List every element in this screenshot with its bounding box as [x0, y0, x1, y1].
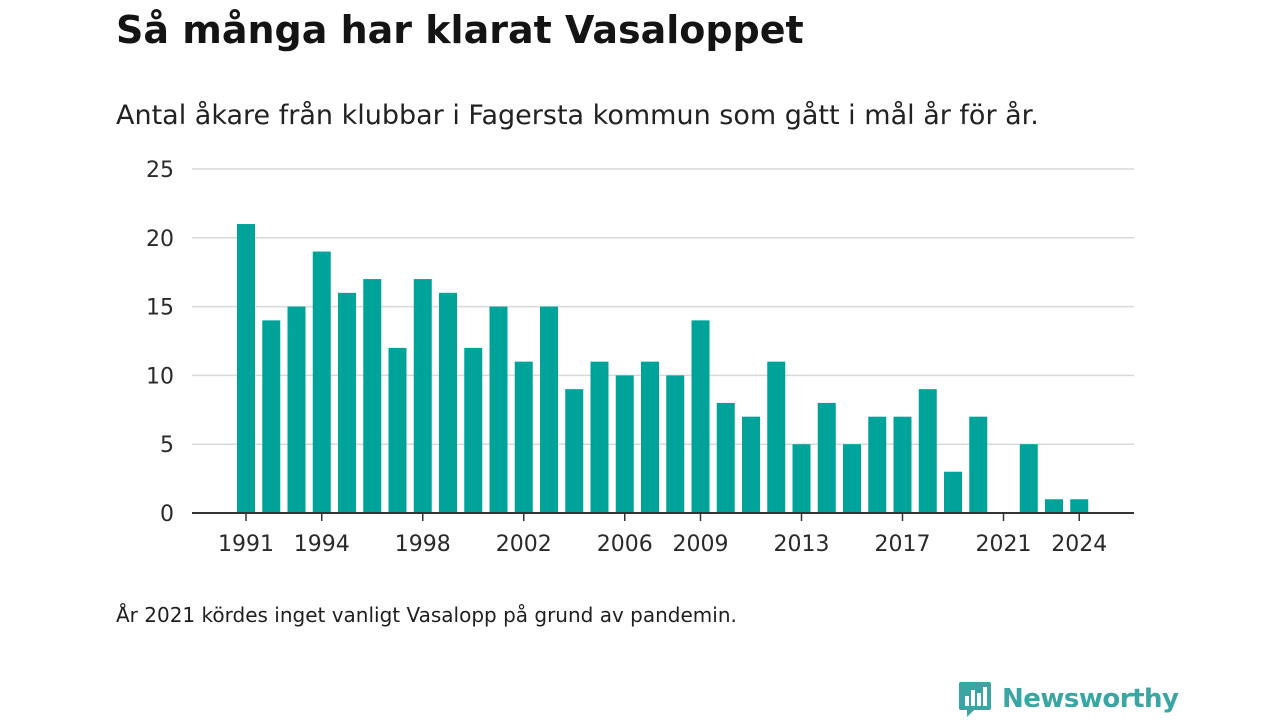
bar-1995: [338, 292, 356, 513]
bar-1992: [262, 320, 281, 513]
bar-2018: [918, 389, 937, 513]
bar-2003: [540, 306, 558, 513]
x-tick-label: 2021: [976, 532, 1032, 557]
bar-2008: [666, 375, 685, 513]
x-tick-label: 2013: [774, 532, 830, 557]
bar-2024: [1070, 499, 1089, 513]
bar-1996: [363, 279, 382, 513]
bar-1991: [237, 224, 255, 514]
bar-1997: [388, 347, 407, 513]
x-axis: 1991 1994 1998 2002 2006 2009 2013 2017 2021 2024: [192, 512, 1134, 557]
x-tick-label: 1998: [395, 532, 451, 557]
chart-subtitle: Antal åkare från klubbar i Fagersta komm…: [116, 100, 1039, 131]
bar-2017: [893, 416, 912, 513]
x-tick-label: 1994: [294, 532, 350, 557]
bar-2019: [944, 471, 962, 513]
bar-2022: [1019, 444, 1038, 513]
bar-2010: [716, 402, 735, 513]
y-tick-label: 10: [146, 364, 174, 389]
y-tick-label: 0: [160, 502, 174, 527]
bar-chart-speech-bubble-icon: [959, 682, 991, 717]
bar-2012: [767, 361, 786, 513]
bar-chart: 0 5 10 15 20 25 1991 1994 1998 2002 2006 2009 2013 2…: [146, 158, 1134, 557]
bar-2002: [514, 361, 533, 513]
y-tick-label: 5: [160, 433, 174, 458]
bar-2014: [817, 402, 836, 513]
bar-2000: [464, 347, 483, 513]
bar-2016: [868, 416, 887, 513]
bar-2020: [969, 416, 988, 513]
bar-2011: [742, 416, 760, 513]
gridlines: [192, 168, 1134, 445]
bar-1998: [413, 279, 432, 513]
brand-name: Newsworthy: [1002, 684, 1179, 714]
footnote: År 2021 kördes inget vanligt Vasalopp på…: [116, 603, 737, 627]
bar-2009: [691, 320, 710, 513]
bar-2001: [489, 306, 508, 513]
bar-2013: [792, 444, 811, 513]
bars: [237, 224, 1089, 514]
bar-1994: [312, 251, 331, 513]
x-tick-label: 2006: [597, 532, 653, 557]
bar-2007: [641, 361, 659, 513]
newsworthy-logo[interactable]: Newsworthy: [958, 680, 1179, 718]
y-tick-label: 15: [146, 296, 174, 321]
bar-2005: [590, 361, 609, 513]
bar-2023: [1045, 499, 1063, 513]
x-tick-label: 2017: [875, 532, 931, 557]
x-tick-label: 2002: [496, 532, 552, 557]
chart-title: Så många har klarat Vasaloppet: [116, 8, 804, 52]
y-tick-label: 20: [146, 227, 174, 252]
bar-2006: [615, 375, 634, 513]
y-tick-label: 25: [146, 158, 174, 183]
bar-2004: [565, 389, 584, 513]
bar-1999: [439, 292, 457, 513]
x-tick-label: 2024: [1051, 532, 1107, 557]
bar-2015: [843, 444, 861, 513]
y-axis-ticks: 0 5 10 15 20 25: [146, 158, 174, 527]
x-tick-label: 2009: [673, 532, 729, 557]
x-tick-label: 1991: [218, 532, 274, 557]
bar-1993: [287, 306, 306, 513]
